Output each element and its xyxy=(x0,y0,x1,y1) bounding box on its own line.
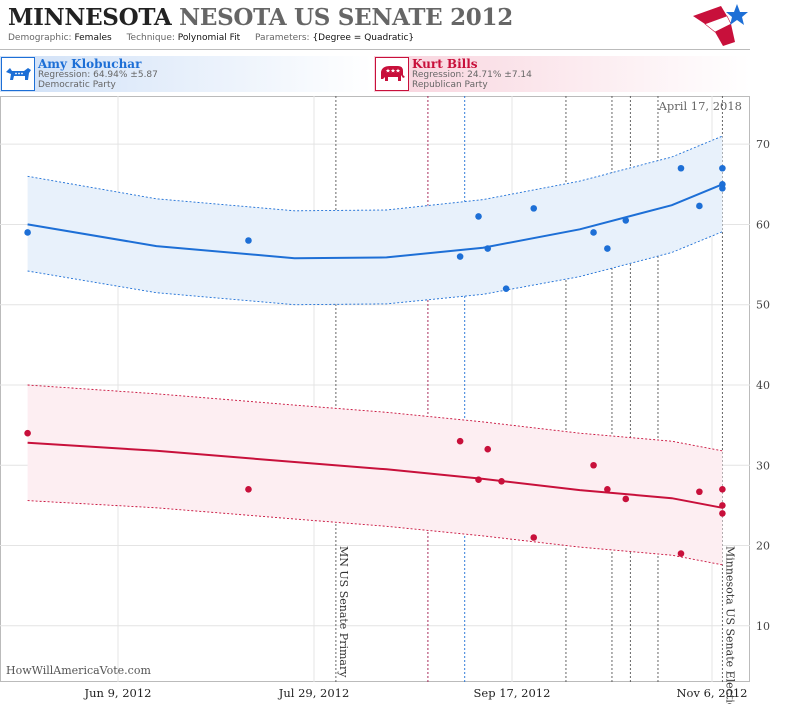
data-point xyxy=(719,185,726,192)
candidate-regression: Regression: 24.71% ±7.14 xyxy=(412,70,532,80)
demographic-label: Demographic: xyxy=(8,33,72,43)
data-point xyxy=(590,461,597,469)
candidate-card-klobuchar: Amy Klobuchar Regression: 64.94% ±5.87 D… xyxy=(0,56,372,92)
data-point xyxy=(245,237,252,244)
data-point xyxy=(530,205,538,212)
x-tick-label: Sep 17, 2012 xyxy=(474,686,551,700)
trend-line xyxy=(27,183,723,260)
data-point xyxy=(24,229,31,236)
title-part-3: US xyxy=(294,4,331,31)
y-tick-label: 10 xyxy=(756,620,770,633)
header: MINNESOTA NESOTA US SENATE 2012 Demograp… xyxy=(0,0,789,52)
data-point xyxy=(475,213,482,220)
y-tick-label: 30 xyxy=(756,459,770,472)
candidate-party: Republican Party xyxy=(412,80,488,90)
candidate-name: Amy Klobuchar xyxy=(38,57,142,71)
band-upper-line xyxy=(27,384,723,452)
event-annotation: Minnesota US Senate Election xyxy=(723,546,736,704)
title-part-1: MINNESOTA xyxy=(8,4,172,31)
data-point xyxy=(719,502,726,509)
data-point xyxy=(719,486,726,493)
data-point xyxy=(245,486,252,493)
title-part-4: SENATE 2012 xyxy=(337,4,513,31)
data-point xyxy=(502,285,510,292)
header-divider xyxy=(0,49,750,50)
data-point xyxy=(24,429,31,437)
data-point xyxy=(677,164,685,172)
technique-value: Polynomial Fit xyxy=(177,33,241,43)
data-point xyxy=(622,217,630,224)
data-point xyxy=(590,229,597,236)
technique-label: Technique: xyxy=(126,33,175,43)
candidate-name: Kurt Bills xyxy=(412,57,478,71)
data-point xyxy=(696,488,703,496)
data-point xyxy=(475,476,482,484)
candidate-party: Democratic Party xyxy=(38,80,116,90)
candidate-card-bills: Kurt Bills Regression: 24.71% ±7.14 Repu… xyxy=(374,56,750,92)
donkey-icon xyxy=(1,57,35,91)
band-lower-line xyxy=(27,231,723,306)
x-tick-label: Jul 29, 2012 xyxy=(278,686,350,700)
data-point xyxy=(719,510,726,517)
confidence-band xyxy=(27,385,723,565)
page-title: MINNESOTA NESOTA US SENATE 2012 xyxy=(8,4,513,31)
candidate-regression: Regression: 64.94% ±5.87 xyxy=(38,70,158,80)
data-point xyxy=(484,245,492,252)
data-point xyxy=(530,534,538,541)
data-point xyxy=(484,445,492,453)
data-point xyxy=(456,437,464,445)
watermark: HowWillAmericaVote.com xyxy=(6,664,151,677)
title-part-2: NESOTA xyxy=(179,4,287,31)
parameters-value: {Degree = Quadratic} xyxy=(312,33,415,43)
parameters-label: Parameters: xyxy=(255,33,310,43)
chart: 10 20 30 40 50 60 70 Jun 9, 2012 Jul 29, 2012 Sep… xyxy=(0,96,770,704)
confidence-band xyxy=(27,136,723,305)
band-upper-line xyxy=(27,135,723,212)
data-point xyxy=(456,253,464,260)
band-lower-line xyxy=(27,500,723,566)
elephant-icon xyxy=(375,57,409,91)
y-tick-label: 40 xyxy=(756,379,770,392)
x-tick-label: Jun 9, 2012 xyxy=(84,686,152,700)
data-point xyxy=(622,495,630,503)
y-tick-label: 70 xyxy=(756,138,770,151)
y-tick-label: 60 xyxy=(756,218,770,231)
star-flag-logo-icon[interactable] xyxy=(691,2,751,48)
demographic-value: Females xyxy=(74,33,112,43)
trend-line xyxy=(27,441,723,509)
data-point xyxy=(696,202,703,210)
x-tick-label: Nov 6, 2012 xyxy=(676,686,747,700)
report-date: April 17, 2018 xyxy=(658,99,742,113)
y-tick-label: 20 xyxy=(756,540,770,553)
data-point xyxy=(498,478,505,485)
data-point xyxy=(604,245,611,252)
chart-parameters: Demographic: Females Technique: Polynomi… xyxy=(8,33,426,43)
data-point xyxy=(677,550,685,557)
data-point xyxy=(719,164,726,172)
event-annotation: MN US Senate Primary xyxy=(337,546,350,678)
y-tick-label: 50 xyxy=(756,299,770,312)
data-point xyxy=(604,486,611,493)
